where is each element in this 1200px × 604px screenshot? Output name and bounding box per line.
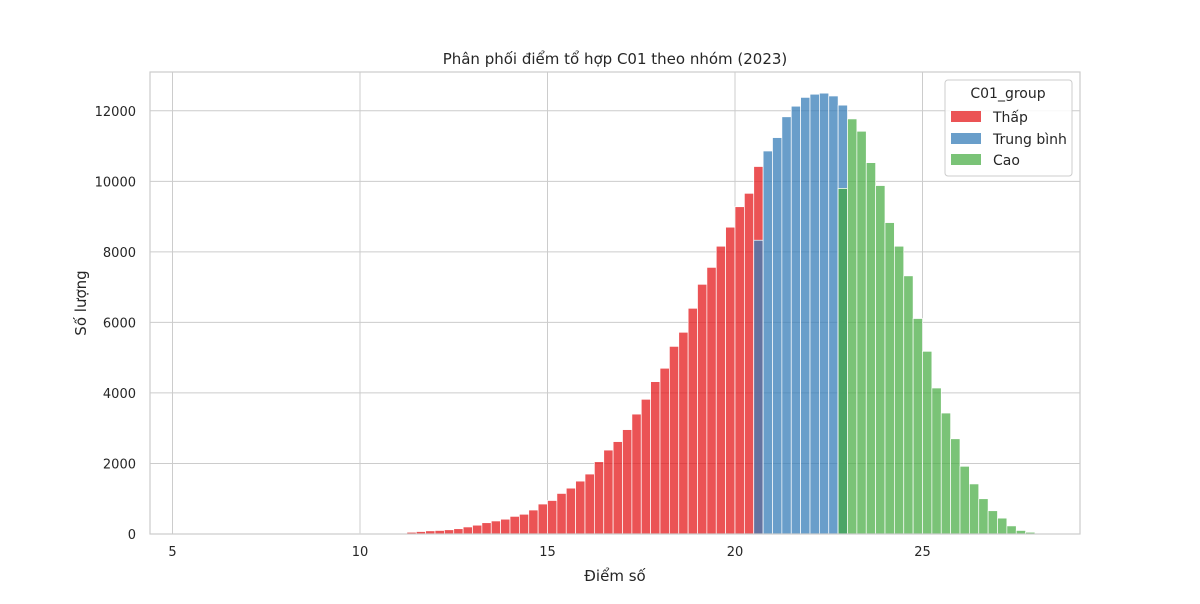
- histogram-bar: [604, 450, 613, 534]
- y-tick-label: 4000: [103, 387, 136, 402]
- histogram-bar: [932, 388, 941, 534]
- histogram-bar: [707, 267, 716, 534]
- x-tick-label: 20: [727, 545, 744, 560]
- histogram-bar: [941, 413, 950, 534]
- histogram-bar: [519, 514, 528, 534]
- histogram-bar: [454, 529, 463, 534]
- histogram-bar: [491, 521, 500, 534]
- histogram-bar: [998, 518, 1007, 534]
- histogram-bar: [754, 240, 763, 534]
- histogram-bar: [698, 284, 707, 534]
- histogram-bar: [444, 530, 453, 534]
- histogram-bar: [885, 223, 894, 534]
- histogram-bar: [651, 382, 660, 534]
- histogram-bar: [810, 94, 819, 534]
- legend-swatch-thap: [951, 111, 981, 122]
- histogram-bar: [557, 493, 566, 534]
- legend-swatch-trung-binh: [951, 133, 981, 144]
- legend: C01_group Thấp Trung bình Cao: [945, 80, 1072, 176]
- histogram-bar: [744, 193, 753, 534]
- histogram-bar: [782, 117, 791, 534]
- histogram-bar: [716, 246, 725, 534]
- histogram-bar: [566, 488, 575, 534]
- histogram-bar: [829, 96, 838, 534]
- histogram-bar: [960, 466, 969, 534]
- histogram-bar: [529, 510, 538, 534]
- histogram-bar: [876, 186, 885, 534]
- histogram-bar: [866, 163, 875, 534]
- histogram-bar: [791, 106, 800, 534]
- y-tick-label: 2000: [103, 457, 136, 472]
- histogram-bar: [660, 368, 669, 534]
- histogram-bar: [923, 351, 932, 534]
- histogram-bar: [482, 523, 491, 534]
- histogram-bar: [585, 474, 594, 534]
- histogram-bar: [688, 308, 697, 534]
- histogram-bar: [819, 93, 828, 534]
- histogram-bar: [838, 188, 847, 534]
- histogram-bar: [501, 519, 510, 534]
- histogram-bar: [623, 430, 632, 534]
- histogram-bar: [848, 119, 857, 534]
- chart-title: Phân phối điểm tổ hợp C01 theo nhóm (202…: [443, 50, 788, 68]
- y-tick-label: 6000: [103, 316, 136, 331]
- legend-label-trung-binh: Trung bình: [992, 132, 1067, 148]
- histogram-bar: [613, 442, 622, 534]
- histogram-bar: [679, 332, 688, 534]
- y-tick-label: 0: [128, 528, 136, 543]
- histogram-bar: [951, 439, 960, 534]
- legend-swatch-cao: [951, 154, 981, 165]
- histogram-bar: [988, 511, 997, 534]
- histogram-bar: [463, 527, 472, 534]
- x-tick-label: 5: [168, 545, 176, 560]
- histogram-bar: [979, 499, 988, 534]
- histogram-bar: [1007, 526, 1016, 534]
- histogram-bar: [763, 151, 772, 534]
- x-tick-label: 10: [352, 545, 369, 560]
- histogram-bar: [548, 500, 557, 534]
- histogram-bar: [735, 207, 744, 534]
- histogram-bar: [510, 516, 519, 534]
- histogram-bar: [669, 346, 678, 534]
- histogram-bar: [538, 504, 547, 534]
- histogram-bar: [473, 525, 482, 534]
- series-1: [754, 93, 848, 534]
- histogram-bar: [969, 484, 978, 534]
- histogram-bar: [594, 462, 603, 534]
- y-tick-label: 10000: [95, 175, 136, 190]
- histogram-bar: [726, 227, 735, 534]
- histogram-bar: [857, 131, 866, 534]
- legend-label-cao: Cao: [993, 153, 1020, 169]
- y-tick-label: 8000: [103, 246, 136, 261]
- histogram-bar: [641, 399, 650, 534]
- legend-label-thap: Thấp: [992, 110, 1028, 126]
- x-tick-label: 15: [539, 545, 556, 560]
- histogram-bar: [576, 481, 585, 534]
- histogram-bar: [632, 414, 641, 534]
- x-tick-label: 25: [914, 545, 931, 560]
- histogram-bar: [913, 319, 922, 534]
- histogram-bar: [894, 246, 903, 534]
- y-axis-label: Số lượng: [72, 270, 90, 335]
- legend-title: C01_group: [970, 86, 1045, 102]
- x-axis-label: Điểm số: [584, 567, 646, 585]
- histogram-bar: [801, 97, 810, 534]
- y-tick-label: 12000: [95, 105, 136, 120]
- histogram-bar: [904, 276, 913, 534]
- histogram-bar: [773, 138, 782, 534]
